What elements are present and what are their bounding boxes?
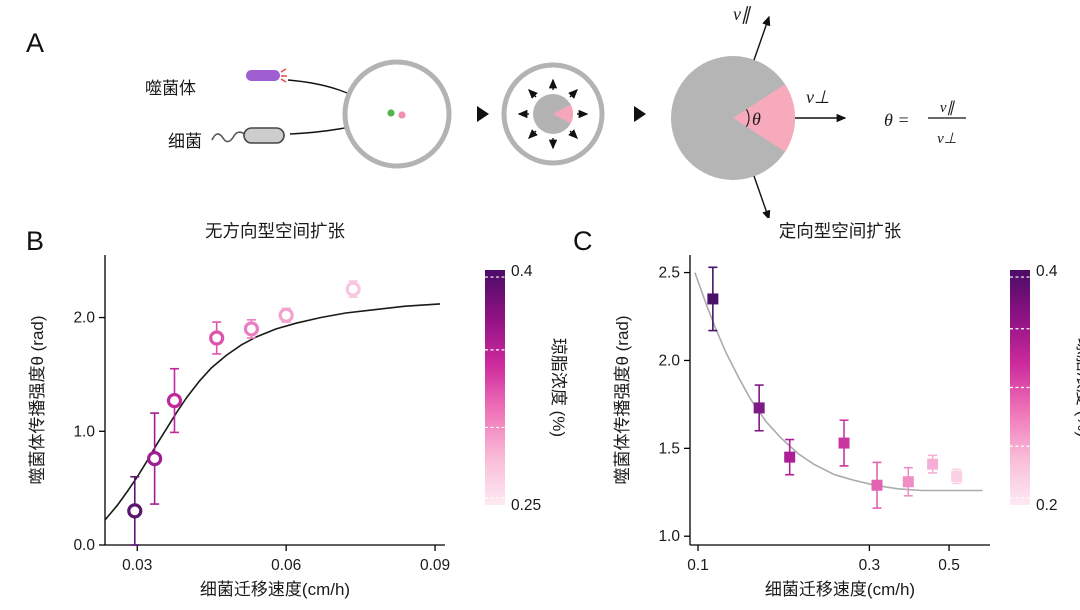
lower-spread-arrow [753,175,771,218]
step-arrow-2 [634,106,646,122]
colorbar-gradient [1010,270,1030,505]
formula: θ = v∥ v⊥ [884,100,966,147]
x-tick-label: 0.1 [687,557,709,574]
panel-label-a: A [26,28,44,58]
data-point-marker [871,479,883,491]
x-axis-label: 细菌迁移速度(cm/h) [765,580,915,599]
bacteria-dot [387,109,395,117]
chart-directional-expansion: C 0.1 0.3 0.5 1.0 1.5 2.0 2.5 定向型空间扩张细菌迁移速度(cm/… [573,221,1080,599]
y-tick-label: 1.0 [658,528,680,545]
y-tick-label: 2.0 [73,310,95,327]
bacteria-label: 细菌 [168,132,202,151]
phage-sector [733,84,796,152]
fit-curve [694,272,983,492]
colorbar-gradient [485,270,505,505]
colorbar-min-label: 0.25 [511,497,541,514]
data-point-marker [784,451,796,463]
data-point-marker [147,450,163,467]
v-parallel-arrow [753,15,771,61]
colorbar-label: 琼脂浓度 (%) [549,338,568,437]
y-axis-label: 噬菌体传播强度θ (rad) [28,315,47,484]
y-tick-label: 1.0 [73,423,95,440]
y-tick-label: 2.5 [658,265,680,282]
y-tick-label: 2.0 [658,352,680,369]
chart-title: 定向型空间扩张 [779,221,902,241]
data-point-marker [753,402,765,414]
v-parallel-label: v∥ [733,4,752,24]
data-point-marker [902,476,914,488]
theta-symbol: θ [752,109,761,129]
formula-numerator: v∥ [940,100,956,116]
x-tick-label: 0.06 [271,557,301,574]
y-tick-label: 1.5 [658,440,680,457]
y-axis-label: 噬菌体传播强度θ (rad) [613,315,632,484]
fit-curve [104,303,441,521]
v-perp-label: v⊥ [806,87,830,107]
panel-label-c: C [573,226,593,256]
chart-nondirectional-expansion: B 0.03 0.06 0.09 0.0 1.0 2.0 无方向型空间扩张细菌迁移速度(cm… [26,221,568,599]
colorbar-min-label: 0.2 [1036,497,1058,514]
y-tick-label: 0.0 [73,537,95,554]
panel-label-b: B [26,226,44,256]
panel-a-schematic: A 噬菌体 细菌 [26,4,966,218]
data-point-marker [278,307,294,323]
formula-lhs: θ = [884,110,910,130]
colorbar-label: 琼脂浓度 (%) [1074,338,1080,437]
x-axis-label: 细菌迁移速度(cm/h) [200,580,350,599]
formula-denominator: v⊥ [937,131,957,147]
x-tick-label: 0.09 [420,557,450,574]
chart-title: 无方向型空间扩张 [205,221,345,241]
phage-icon [246,68,287,83]
data-point-marker [166,392,183,409]
x-tick-label: 0.03 [122,557,152,574]
data-point-marker [127,503,143,519]
colorbar-max-label: 0.4 [1036,263,1058,280]
data-point-marker [345,281,361,297]
data-point-marker [838,437,850,449]
data-point-marker [707,293,719,305]
data-point-marker [951,470,963,482]
x-tick-label: 0.5 [938,557,960,574]
theta-angle-arc [745,108,750,128]
bacterium-icon [211,127,285,144]
expansion-arrows [517,78,589,150]
step-arrow-1 [477,106,489,122]
x-tick-label: 0.3 [859,557,881,574]
phage-label: 噬菌体 [145,79,196,98]
data-point-marker [927,458,939,470]
plate-initial [342,59,452,169]
phage-dot [398,111,406,119]
colorbar-max-label: 0.4 [511,263,533,280]
data-point-marker [209,330,225,346]
data-point-marker [243,321,260,337]
expanding-colony [533,94,574,134]
